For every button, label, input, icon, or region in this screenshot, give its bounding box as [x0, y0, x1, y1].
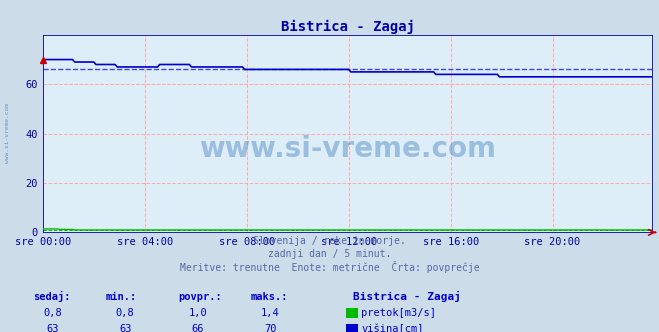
Text: min.:: min.: — [105, 292, 136, 302]
Text: zadnji dan / 5 minut.: zadnji dan / 5 minut. — [268, 249, 391, 259]
Text: www.si-vreme.com: www.si-vreme.com — [5, 103, 11, 163]
Text: povpr.:: povpr.: — [178, 292, 221, 302]
Text: 0,8: 0,8 — [116, 308, 134, 318]
Text: 1,4: 1,4 — [261, 308, 279, 318]
Text: 70: 70 — [264, 324, 276, 332]
Text: Meritve: trenutne  Enote: metrične  Črta: povprečje: Meritve: trenutne Enote: metrične Črta: … — [180, 261, 479, 273]
Text: Slovenija / reke in morje.: Slovenija / reke in morje. — [253, 236, 406, 246]
Text: 0,8: 0,8 — [43, 308, 62, 318]
Text: višina[cm]: višina[cm] — [361, 324, 424, 332]
Text: maks.:: maks.: — [250, 292, 288, 302]
Text: 63: 63 — [47, 324, 59, 332]
Text: www.si-vreme.com: www.si-vreme.com — [199, 135, 496, 163]
Text: sedaj:: sedaj: — [33, 291, 71, 302]
Text: 1,0: 1,0 — [188, 308, 207, 318]
Text: Bistrica - Zagaj: Bistrica - Zagaj — [353, 291, 461, 302]
Text: 66: 66 — [192, 324, 204, 332]
Text: pretok[m3/s]: pretok[m3/s] — [361, 308, 436, 318]
Text: 63: 63 — [119, 324, 131, 332]
Title: Bistrica - Zagaj: Bistrica - Zagaj — [281, 20, 415, 34]
